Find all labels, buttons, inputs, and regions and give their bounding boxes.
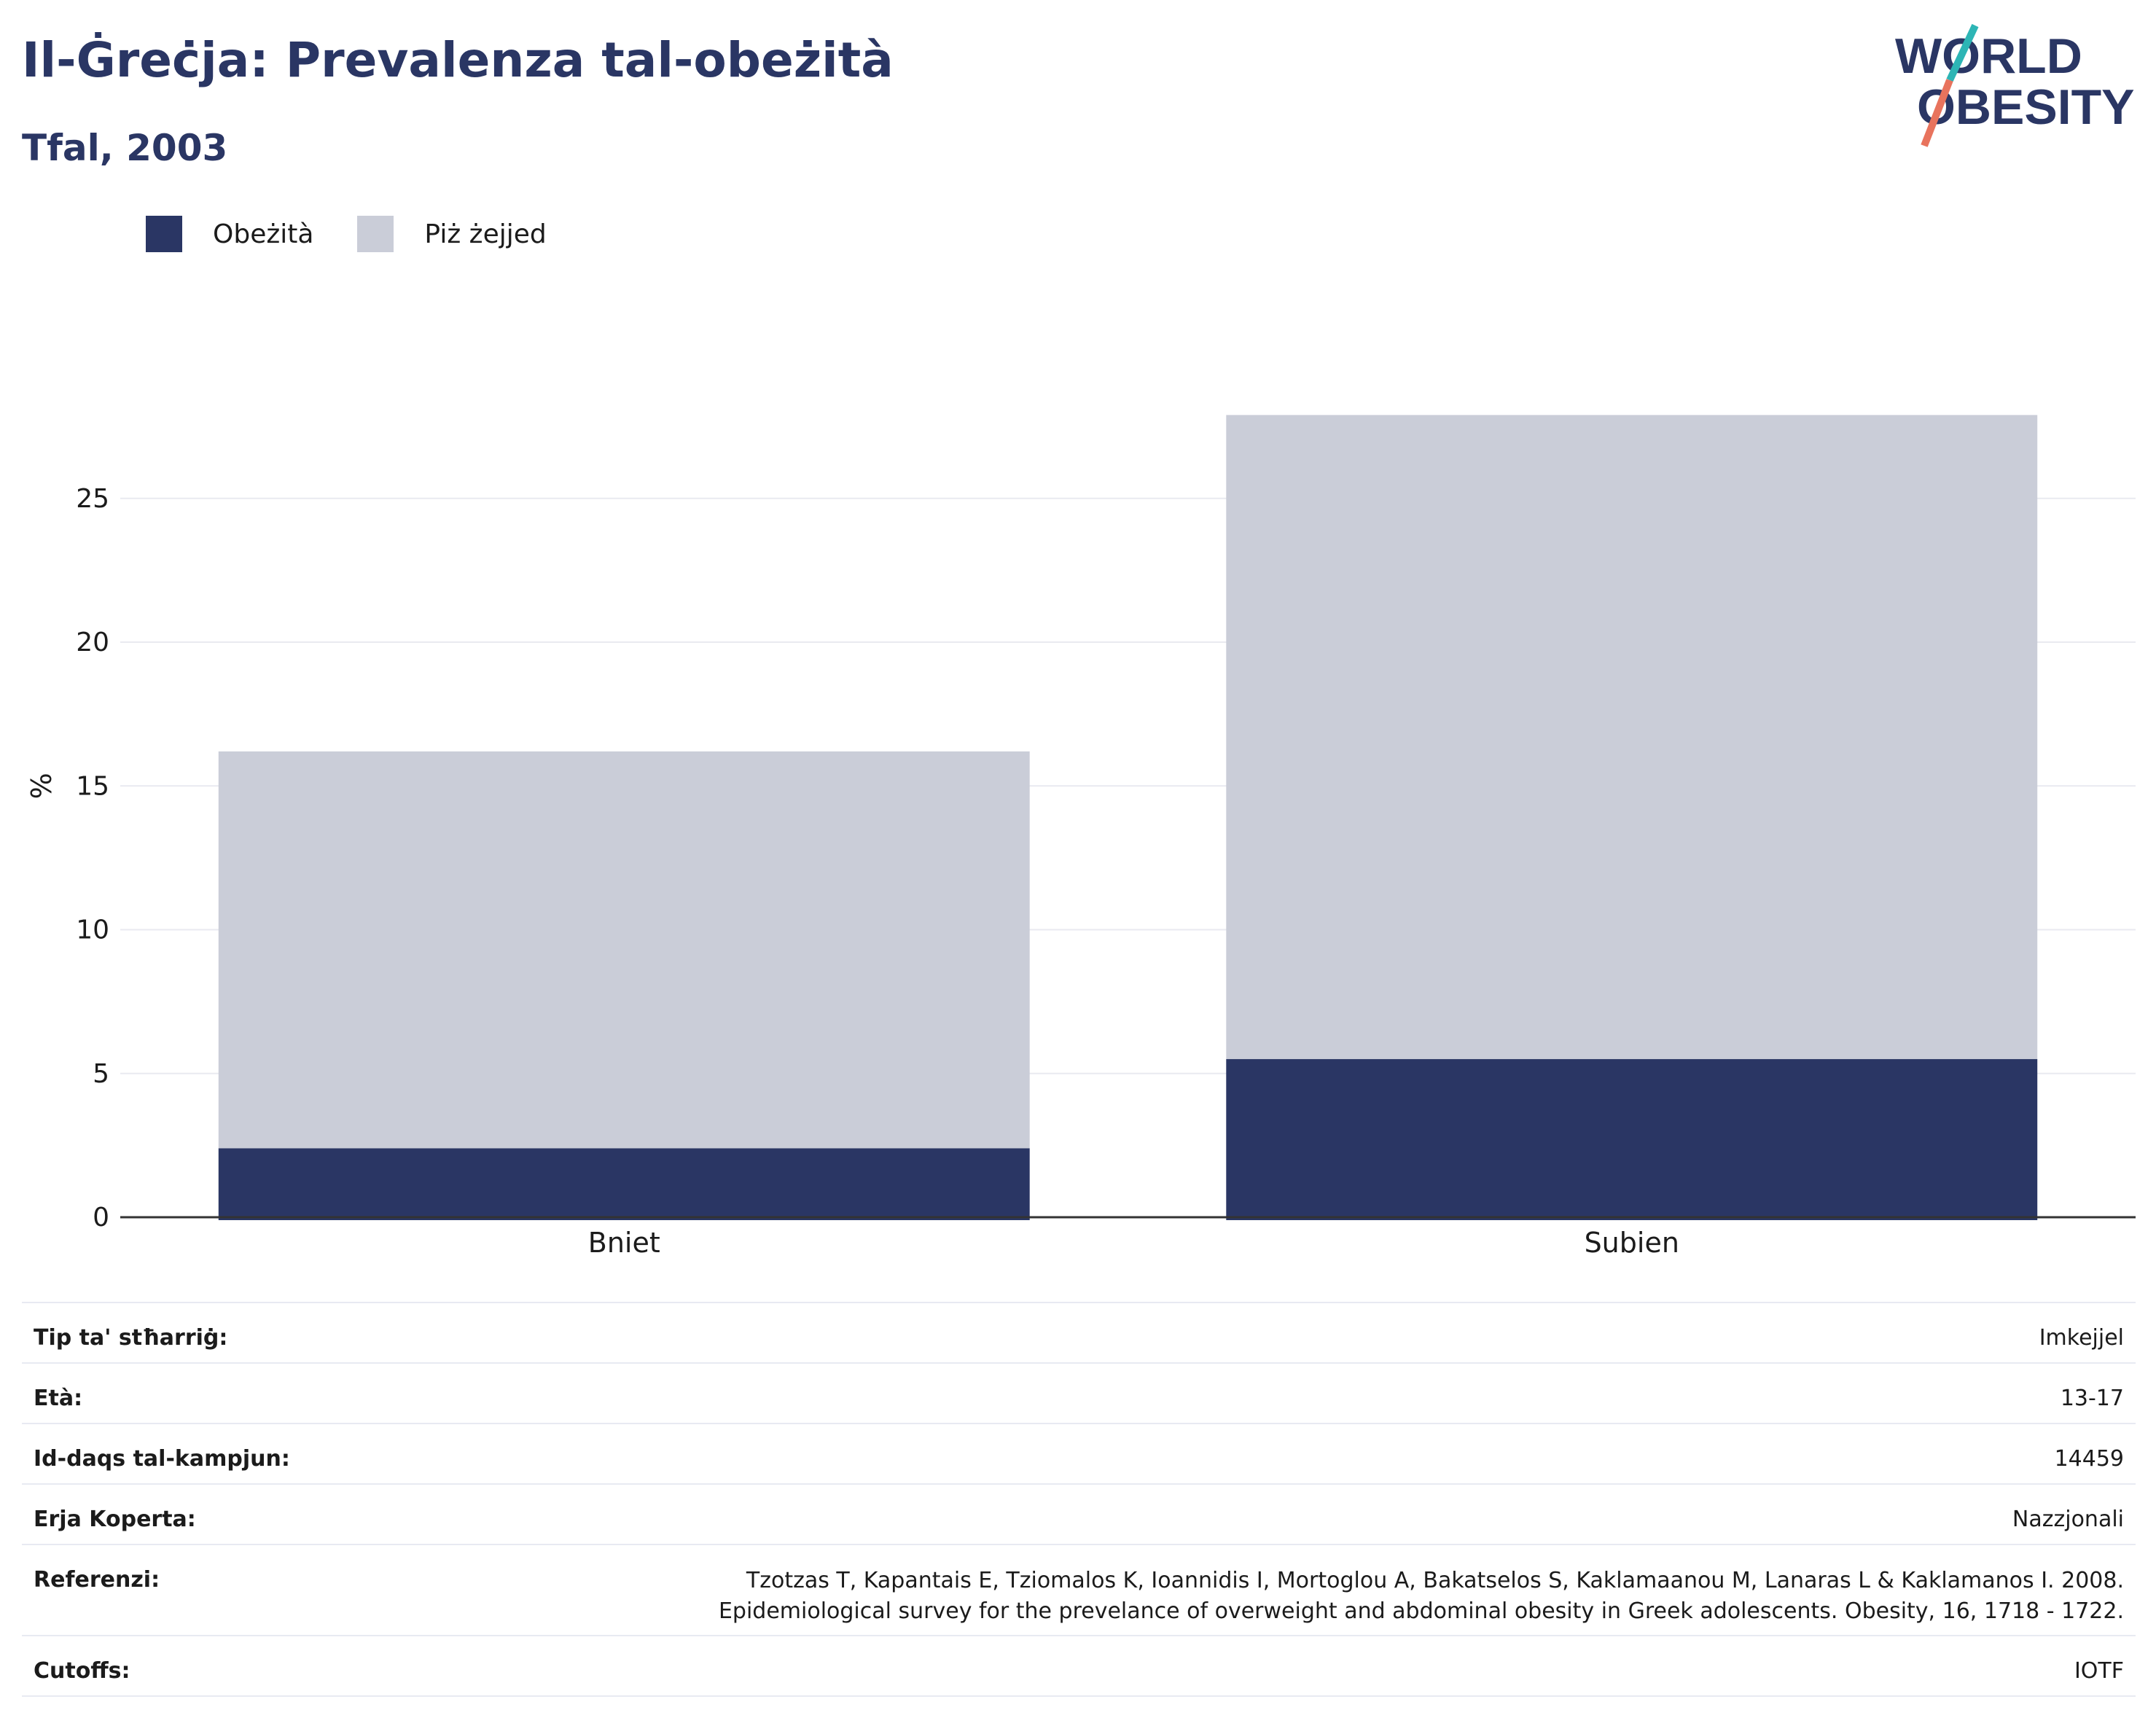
y-tick-label: 10 [76,915,109,945]
bar-overweight [1226,415,2038,1060]
logo-slash-coral [1921,79,1953,147]
info-row-references: Referenzi: Tzotzas T, Kapantais E, Tziom… [22,1544,2136,1635]
info-value: Nazzjonali [2012,1507,2124,1532]
info-row-sample-size: Id-daqs tal-kampjun: 14459 [22,1423,2136,1483]
reference-line-1: Tzotzas T, Kapantais E, Tziomalos K, Ioa… [746,1568,2124,1593]
y-tick-label: 25 [76,484,109,514]
info-key: Erja Koperta: [34,1507,196,1532]
prevalence-bar-chart: 0 5 10 15 20 25% Bniet Subien [26,415,2136,1259]
y-tick-label: 15 [76,771,109,801]
logo-slash-teal [1946,23,1979,82]
legend-swatch-overweight [357,216,394,252]
info-row-cutoffs: Cutoffs: IOTF [22,1635,2136,1697]
info-value: 13-17 [2060,1386,2124,1411]
x-tick-label: Subien [1585,1227,1679,1259]
page-title: Il-Ġreċja: Prevalenza tal-obeżità [22,32,894,88]
logo-word-1: WORLD [1895,28,2082,84]
info-value: IOTF [2074,1658,2124,1684]
info-row-age: Età: 13-17 [22,1362,2136,1423]
info-row-survey-type: Tip ta' stħarriġ: Imkejjel [22,1302,2136,1362]
y-axis-label: % [26,773,58,799]
info-key: Tip ta' stħarriġ: [34,1325,228,1351]
legend-label-overweight: Piż żejjed [424,219,547,249]
info-key: Referenzi: [34,1567,160,1593]
legend-label-obese: Obeżità [213,219,314,249]
page-subtitle: Tfal, 2003 [22,127,228,169]
info-value: Tzotzas T, Kapantais E, Tziomalos K, Ioa… [719,1545,2124,1635]
bar-overweight [218,751,1030,1149]
legend-swatch-obese [146,216,182,252]
bar-obese [218,1148,1030,1220]
y-tick-label: 20 [76,628,109,657]
info-value: 14459 [2054,1446,2124,1472]
y-tick-label: 0 [93,1203,109,1233]
info-row-area: Erja Koperta: Nazzjonali [22,1483,2136,1544]
info-value: Imkejjel [2039,1325,2124,1351]
x-tick-label: Bniet [588,1227,660,1259]
world-obesity-logo: WORLD OBESITY [1895,23,2135,147]
y-tick-label: 5 [93,1059,109,1089]
logo-word-2: OBESITY [1917,79,2135,135]
info-key: Id-daqs tal-kampjun: [34,1446,290,1472]
chart-legend: Obeżità Piż żejjed [146,216,590,252]
info-key: Età: [34,1386,83,1411]
reference-line-2: Epidemiological survey for the prevelanc… [718,1598,2124,1624]
survey-info-table: Tip ta' stħarriġ: Imkejjel Età: 13-17 Id… [22,1302,2136,1697]
info-key: Cutoffs: [34,1658,130,1684]
bar-obese [1226,1059,2038,1220]
